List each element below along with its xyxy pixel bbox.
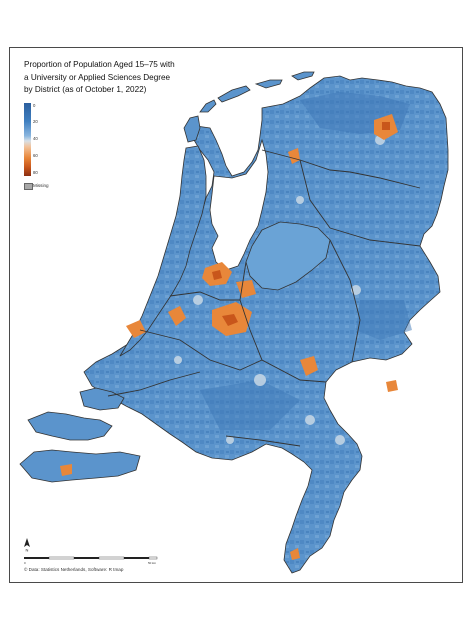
legend-tick-label: 80 [33,170,38,175]
scale-label: 50 km [148,561,157,565]
legend-tick-label: 60 [33,153,38,158]
ameland-island [254,79,283,89]
dark-district-band [200,380,300,430]
data-credit: © Data: Statistics Netherlands, Software… [24,567,124,572]
flevoland-region [245,221,331,291]
ijsselmeer-water [209,138,269,271]
scale-bar: 0 50 km [24,556,158,565]
scale-label: 0 [24,561,26,565]
legend-color-bar [24,103,31,176]
orange-city-clusters [60,114,398,560]
terschelling-island [217,85,251,103]
north-arrow-icon: N [24,538,30,553]
province-boundaries [107,149,421,447]
legend-tick-label: 20 [33,119,38,124]
zeeland-south-island [19,449,141,483]
title-line: Proportion of Population Aged 15–75 with [24,60,175,69]
map-title: Proportion of Population Aged 15–75 with… [24,59,214,97]
north-label: N [26,548,29,553]
vlieland-island [199,99,217,113]
title-line: a University or Applied Sciences Degree [24,72,171,82]
zeeland-middle-island [27,411,113,441]
texel-island [183,115,201,143]
schiermonnikoog-island [291,71,315,81]
missing-swatch [24,183,33,190]
north-holland-region [119,145,207,357]
missing-label: Missing [33,183,49,188]
legend-tick-label: 0 [33,103,36,108]
zeeland-north-island [79,387,125,411]
dark-district-band [356,300,412,340]
title-line: by District (as of October 1, 2022) [24,85,147,94]
legend-tick-label: 40 [33,136,38,141]
